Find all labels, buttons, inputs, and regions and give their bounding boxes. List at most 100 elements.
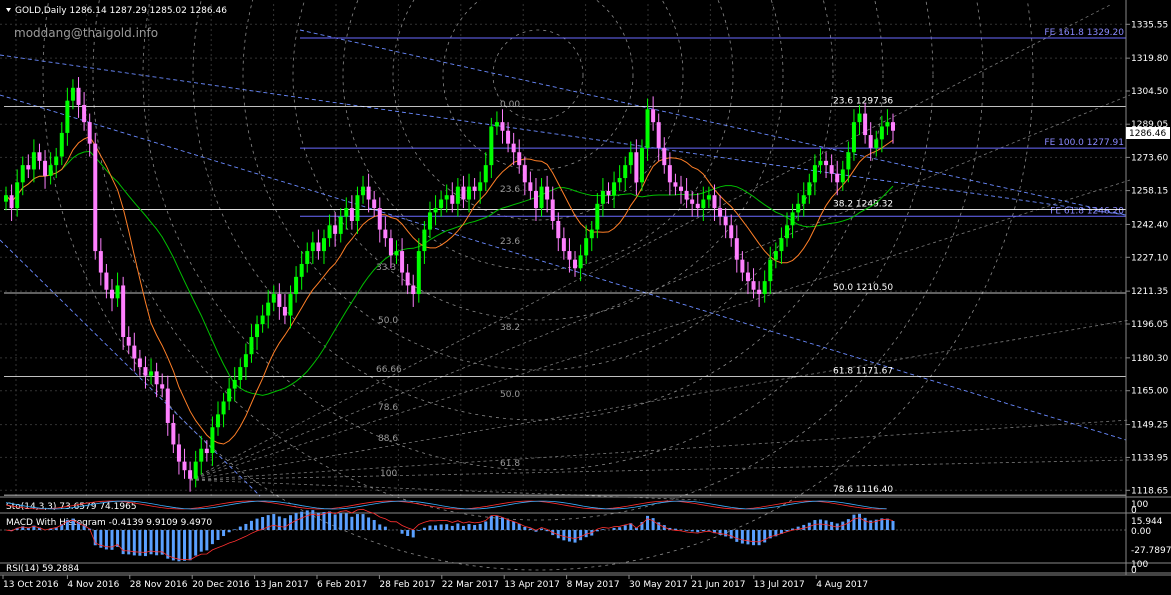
price-tick-label: 1304.50 [1131, 87, 1168, 97]
candle-body [639, 147, 644, 183]
candle-body [232, 379, 237, 389]
fan-label: 78.6 [378, 403, 398, 413]
macd-signal [5, 508, 894, 561]
candle-body [478, 182, 483, 191]
candle-body [109, 289, 114, 299]
candles [4, 77, 895, 492]
dropdown-triangle-icon[interactable] [6, 8, 11, 12]
price-tick-label: 1180.30 [1131, 354, 1168, 364]
price-tick-label: 1165.00 [1131, 387, 1168, 397]
fe-label: FE 100.0 1277.91 [1044, 138, 1124, 148]
time-tick-label: 30 May 2017 [629, 580, 688, 590]
candle-body [667, 165, 672, 183]
fan-labels: 0.00 23.6 23.6 33.3 38.2 50.0 66.66 50.0 78.6 88.… [376, 100, 520, 479]
trend-line [299, 29, 1127, 216]
candle-body [299, 263, 304, 277]
price-tick-label: 1335.55 [1131, 20, 1168, 30]
candle-body [377, 208, 382, 230]
candle-body [857, 113, 862, 123]
grid [0, 4, 1126, 496]
candle-body [193, 461, 198, 479]
price-tick-label: 1118.65 [1131, 486, 1168, 496]
fan-line [189, 459, 1131, 481]
fib-arc [342, 0, 734, 271]
candle-body [277, 294, 282, 307]
candle-body [199, 448, 204, 462]
candle-body [115, 285, 120, 299]
candle-body [606, 190, 611, 196]
candle-body [617, 178, 622, 183]
candle-body [690, 199, 695, 204]
stoch-scale-top: 100 [1131, 500, 1148, 510]
candle-body [679, 186, 684, 191]
candle-body [578, 255, 583, 269]
candle-body [472, 186, 477, 191]
fib-label: 78.6 1116.40 [833, 485, 893, 495]
macd-scale-bottom: -27.7897 [1131, 546, 1171, 556]
time-tick-label: 13 Jul 2017 [754, 580, 805, 590]
candle-body [790, 212, 795, 226]
rsi-scale-top: 100 [1131, 560, 1148, 570]
candle-body [37, 152, 42, 161]
fib-label: 23.6 1297.36 [833, 96, 893, 106]
time-tick-label: 21 Jun 2017 [691, 580, 745, 590]
candle-body [43, 160, 48, 176]
candle-body [182, 461, 187, 471]
fib-arc [242, 0, 834, 371]
fan-line [189, 94, 1131, 481]
candle-body [372, 199, 377, 209]
fib-arc [442, 0, 634, 171]
candle-body [427, 212, 432, 230]
candle-body [433, 208, 438, 213]
candle-body [59, 132, 64, 157]
candle-body [623, 165, 628, 179]
candle-body [310, 242, 315, 252]
candle-body [718, 208, 723, 217]
fan-label: 0.00 [500, 100, 520, 110]
candle-body [723, 216, 728, 226]
candle-body [494, 122, 499, 127]
fib-arc [392, 0, 684, 221]
price-tick-label: 1227.10 [1131, 253, 1168, 263]
time-axis[interactable]: 13 Oct 2016 4 Nov 2016 28 Nov 2016 20 Dec 2… [0, 574, 1171, 590]
candle-body [740, 259, 745, 273]
candle-body [121, 285, 126, 338]
fe-label: FE 161.8 1329.20 [1044, 28, 1124, 38]
fib-arc [42, 0, 1034, 571]
candle-body [321, 238, 326, 252]
price-axis[interactable]: 1335.55 1319.80 1304.50 1289.05 1273.60 1258.… [1125, 0, 1168, 575]
fibonacci-arcs [42, 0, 1034, 571]
trend-line [0, 94, 1127, 441]
candle-body [400, 251, 405, 273]
candle-body [126, 337, 131, 346]
fe-label: FE 61.8 1246.20 [1050, 206, 1124, 216]
fan-line [189, 179, 1131, 481]
fib-arc [292, 0, 784, 321]
candle-body [785, 225, 790, 239]
moving-averages [5, 135, 894, 445]
price-tick-label: 1258.15 [1131, 187, 1168, 197]
candle-body [745, 272, 750, 282]
candle-body [561, 238, 566, 252]
candle-body [249, 337, 254, 355]
candle-body [271, 294, 276, 303]
candle-body [405, 272, 410, 286]
fan-lines [0, 4, 1131, 501]
candle-body [885, 122, 890, 127]
price-tag [1126, 127, 1170, 139]
candle-body [879, 126, 884, 140]
candle-body [160, 384, 165, 389]
stoch-signal [5, 500, 887, 510]
fan-label: 50.0 [500, 390, 520, 400]
price-tick-label: 1289.05 [1131, 120, 1168, 130]
fan-line [189, 479, 701, 501]
fib-arc [192, 0, 884, 421]
candle-body [550, 199, 555, 221]
candle-body [779, 238, 784, 252]
candle-body [416, 251, 421, 295]
candle-body [483, 165, 488, 183]
candle-body [651, 109, 656, 123]
candle-body [266, 302, 271, 316]
candle-body [338, 216, 343, 234]
